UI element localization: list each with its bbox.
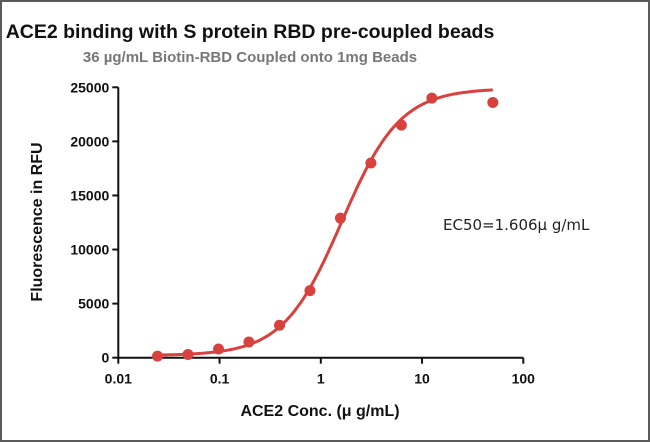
y-axis-label: Fluorescence in RFU [29,142,46,301]
y-tick-label: 10000 [70,242,109,258]
data-point [304,285,316,297]
y-tick-label: 5000 [78,296,109,312]
data-point [365,157,377,169]
data-point [182,348,194,360]
data-point [487,96,499,108]
x-tick-label: 10 [414,371,430,387]
y-tick-label: 25000 [70,79,109,95]
data-point [426,92,438,104]
data-point [243,336,255,348]
data-point [152,350,164,362]
x-tick-label: 0.01 [105,371,132,387]
x-tick-label: 100 [512,371,536,387]
x-tick-label: 1 [317,371,325,387]
data-point [334,212,346,224]
data-point [213,343,225,355]
y-tick-label: 20000 [70,133,109,149]
ec50-annotation: EC50=1.606μ g/mL [443,216,590,234]
chart-title: ACE2 binding with S protein RBD pre-coup… [6,21,495,43]
chart-subtitle: 36 µg/mL Biotin-RBD Coupled onto 1mg Bea… [83,49,417,66]
y-tick-label: 0 [102,350,110,366]
x-axis-label: ACE2 Conc. (μ g/mL) [240,403,399,420]
data-point [274,319,286,331]
y-tick-label: 15000 [70,187,109,203]
x-tick-label: 0.1 [210,371,230,387]
data-point [395,119,407,131]
